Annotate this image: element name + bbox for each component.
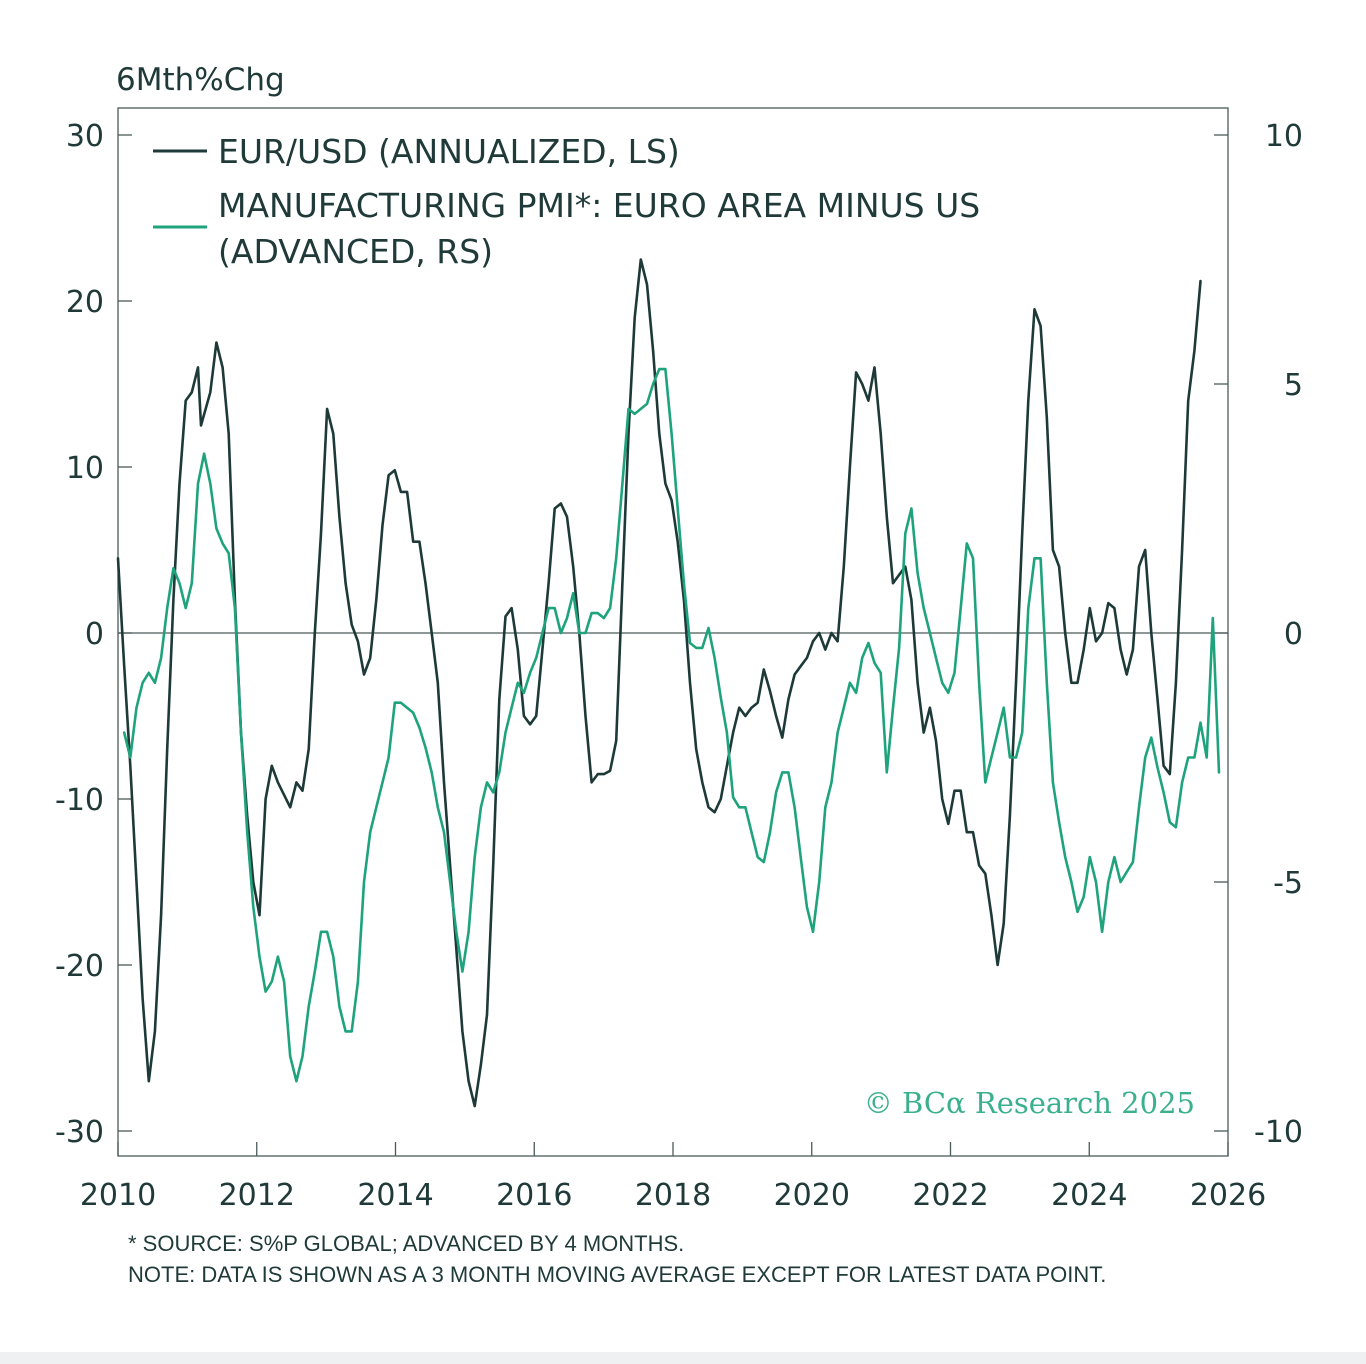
x-tick-label: 2022 xyxy=(912,1178,988,1213)
series-layer xyxy=(116,258,1221,1108)
left-tick-label: 30 xyxy=(66,119,104,154)
x-tick-label: 2012 xyxy=(219,1178,295,1213)
x-tick-label: 2026 xyxy=(1190,1178,1266,1213)
x-tick-label: 2020 xyxy=(774,1178,850,1213)
left-axis: 30 20 10 0 -10 -20 -30 xyxy=(55,119,132,1150)
x-tick-label: 2014 xyxy=(357,1178,433,1213)
right-tick-label: -5 xyxy=(1273,866,1303,901)
left-tick-label: -30 xyxy=(55,1115,104,1150)
legend-label-pmi-line1: MANUFACTURING PMI*: EURO AREA MINUS US xyxy=(218,186,980,225)
left-tick-label: 10 xyxy=(66,451,104,486)
footnote-source: * SOURCE: S%P GLOBAL; ADVANCED BY 4 MONT… xyxy=(128,1231,685,1256)
series-line-eurusd xyxy=(116,258,1202,1108)
left-tick-label: 20 xyxy=(66,285,104,320)
left-tick-label: -10 xyxy=(55,783,104,818)
x-tick-label: 2018 xyxy=(635,1178,711,1213)
right-tick-label: -10 xyxy=(1254,1115,1303,1150)
legend-label-pmi-line2: (ADVANCED, RS) xyxy=(218,232,493,271)
footnote-note: NOTE: DATA IS SHOWN AS A 3 MONTH MOVING … xyxy=(128,1262,1107,1287)
left-tick-label: -20 xyxy=(55,949,104,984)
bottom-strip xyxy=(0,1352,1366,1364)
x-axis: 2010 2012 2014 2016 2018 2020 2022 2024 2026 xyxy=(80,1142,1266,1213)
left-tick-label: 0 xyxy=(85,617,104,652)
right-tick-label: 10 xyxy=(1265,119,1303,154)
unit-label: 6Mth%Chg xyxy=(116,62,285,98)
right-axis: 10 5 0 -5 -10 xyxy=(1214,119,1303,1150)
x-tick-label: 2010 xyxy=(80,1178,156,1213)
x-tick-label: 2016 xyxy=(496,1178,572,1213)
right-tick-label: 5 xyxy=(1284,368,1303,403)
right-tick-label: 0 xyxy=(1284,617,1303,652)
x-tick-label: 2024 xyxy=(1051,1178,1127,1213)
credit-watermark: © BCα Research 2025 xyxy=(864,1086,1195,1120)
legend-label-eurusd: EUR/USD (ANNUALIZED, LS) xyxy=(218,132,680,171)
series-line-pmi xyxy=(122,367,1221,1083)
legend: EUR/USD (ANNUALIZED, LS) MANUFACTURING P… xyxy=(153,132,980,271)
